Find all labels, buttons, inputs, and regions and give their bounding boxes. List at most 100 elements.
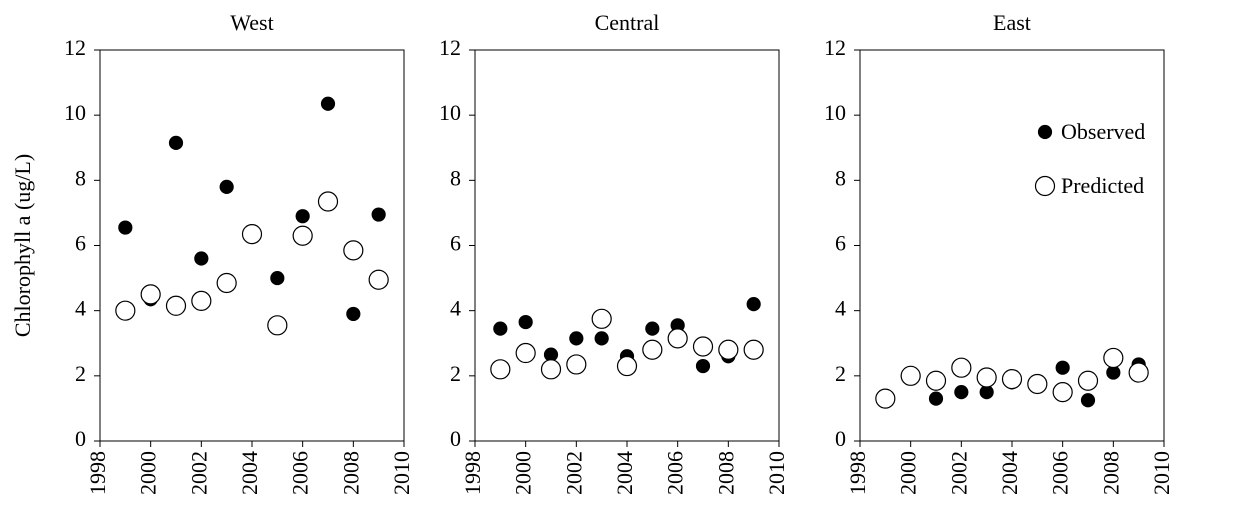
data-point xyxy=(616,355,638,377)
panel-title: East xyxy=(993,10,1031,35)
data-point xyxy=(566,354,587,375)
data-point xyxy=(692,336,714,357)
y-tick-label: 10 xyxy=(64,100,86,125)
y-tick-label: 6 xyxy=(835,231,846,256)
x-tick-label: 2002 xyxy=(946,451,971,495)
y-tick-label: 4 xyxy=(835,296,846,321)
x-tick-label: 2008 xyxy=(1098,451,1123,495)
data-point xyxy=(594,331,609,346)
x-tick-label: 2004 xyxy=(612,451,637,495)
y-tick-label: 0 xyxy=(835,426,846,451)
y-tick-label: 6 xyxy=(75,231,86,256)
y-tick-label: 4 xyxy=(75,296,86,321)
data-point xyxy=(292,225,313,246)
panel-title: Central xyxy=(595,10,660,35)
data-point xyxy=(743,339,764,360)
y-tick-label: 10 xyxy=(824,100,846,125)
panel-title: West xyxy=(230,10,273,35)
legend-marker xyxy=(1034,175,1056,197)
x-tick-label: 2002 xyxy=(186,451,211,495)
y-tick-label: 0 xyxy=(75,426,86,451)
y-tick-label: 8 xyxy=(450,165,461,190)
y-tick-label: 8 xyxy=(75,165,86,190)
y-tick-label: 10 xyxy=(439,100,461,125)
data-point xyxy=(976,367,997,388)
data-point xyxy=(241,223,263,245)
data-point xyxy=(1027,373,1048,395)
y-tick-label: 0 xyxy=(450,426,461,451)
data-point xyxy=(270,270,285,286)
data-point xyxy=(718,339,739,360)
data-point xyxy=(591,308,612,329)
x-tick-label: 2010 xyxy=(389,451,414,495)
data-point xyxy=(928,391,944,406)
y-tick-label: 12 xyxy=(824,35,846,60)
y-tick-label: 12 xyxy=(439,35,461,60)
y-tick-label: 12 xyxy=(64,35,86,60)
data-point xyxy=(979,385,994,400)
data-point xyxy=(569,331,584,346)
plot-frame xyxy=(474,49,780,442)
data-point xyxy=(642,339,663,360)
data-point xyxy=(1077,370,1099,391)
data-point xyxy=(194,251,209,266)
legend-label: Observed xyxy=(1061,119,1145,144)
data-point xyxy=(295,209,310,224)
y-tick-label: 4 xyxy=(450,296,461,321)
x-tick-label: 2008 xyxy=(338,451,363,495)
x-tick-label: 2010 xyxy=(1149,451,1174,495)
y-tick-label: 2 xyxy=(450,361,461,386)
data-point xyxy=(493,321,508,336)
x-tick-label: 2006 xyxy=(663,451,688,495)
data-point xyxy=(515,342,536,364)
legend-label: Predicted xyxy=(1061,173,1144,198)
data-point xyxy=(191,290,212,311)
data-point xyxy=(317,191,339,212)
data-point xyxy=(1055,360,1070,375)
x-tick-label: 2010 xyxy=(764,451,789,495)
x-tick-label: 2000 xyxy=(511,451,536,495)
x-tick-label: 1998 xyxy=(460,451,485,495)
data-point xyxy=(216,272,237,294)
data-point xyxy=(1052,382,1073,403)
data-point xyxy=(900,365,921,386)
data-point xyxy=(875,388,896,409)
y-tick-label: 8 xyxy=(835,165,846,190)
x-tick-label: 2002 xyxy=(561,451,586,495)
data-point xyxy=(168,135,184,150)
x-tick-label: 2006 xyxy=(1048,451,1073,495)
data-point xyxy=(140,284,161,305)
x-tick-label: 1998 xyxy=(85,451,110,495)
data-point xyxy=(1106,365,1121,380)
data-point xyxy=(368,269,389,290)
x-tick-label: 1998 xyxy=(845,451,870,495)
data-point xyxy=(118,220,133,235)
x-tick-label: 2004 xyxy=(997,451,1022,495)
data-point xyxy=(954,385,969,400)
data-point xyxy=(667,328,688,349)
data-point xyxy=(695,358,711,374)
data-point xyxy=(346,306,361,322)
x-tick-label: 2004 xyxy=(237,451,262,495)
data-point xyxy=(951,357,972,378)
data-point xyxy=(320,96,336,111)
data-point xyxy=(540,359,562,380)
data-point xyxy=(219,179,234,194)
data-point xyxy=(1128,362,1149,383)
data-point xyxy=(371,207,386,222)
y-tick-label: 2 xyxy=(835,361,846,386)
x-tick-label: 2006 xyxy=(288,451,313,495)
data-point xyxy=(267,315,288,336)
y-tick-label: 2 xyxy=(75,361,86,386)
data-point xyxy=(490,359,511,380)
data-point xyxy=(1080,393,1096,408)
data-point xyxy=(115,300,136,321)
data-point xyxy=(746,297,761,312)
data-point xyxy=(1001,368,1023,390)
x-tick-label: 2008 xyxy=(713,451,738,495)
legend-marker xyxy=(1037,124,1053,140)
x-tick-label: 2000 xyxy=(136,451,161,495)
data-point xyxy=(165,295,187,316)
y-tick-label: 6 xyxy=(450,231,461,256)
